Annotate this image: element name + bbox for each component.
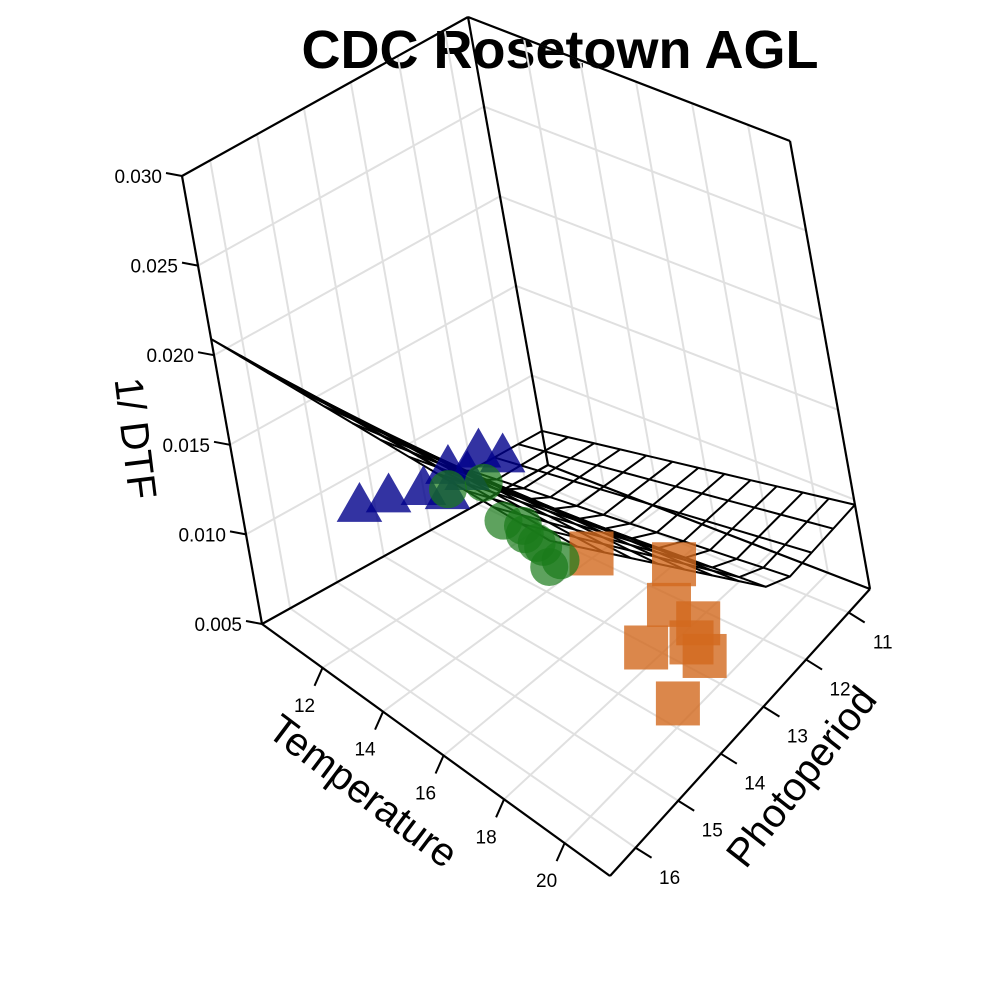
y-tick-mark: [805, 658, 823, 671]
z-tick-mark: [181, 261, 199, 267]
y-tick-label: 15: [702, 821, 723, 842]
wall-grid-line: [197, 105, 485, 267]
x-tick-label: 14: [354, 740, 376, 761]
z-tick-label: 0.010: [178, 525, 226, 546]
floor-grid-line: [289, 607, 637, 849]
y-tick-mark: [677, 799, 695, 812]
x-tick-mark: [555, 842, 566, 862]
box-edge: [467, 15, 791, 143]
wall-grid-line: [515, 284, 839, 411]
data-point-triangle: [336, 482, 383, 522]
wall-grid-line: [209, 160, 292, 609]
x-tick-label: 12: [294, 696, 315, 717]
y-tick-mark: [635, 846, 653, 859]
z-tick-mark: [165, 172, 183, 177]
x-tick-label: 20: [536, 871, 557, 892]
wall-grid-line: [499, 195, 823, 322]
x-tick-mark: [374, 711, 384, 731]
z-tick-label: 0.030: [114, 167, 162, 188]
data-point-square: [624, 625, 669, 670]
wall-grid-line: [213, 195, 501, 357]
z-tick-label: 0.025: [130, 257, 178, 278]
floor-grid-line: [503, 550, 773, 801]
x-tick-label: 18: [476, 827, 497, 848]
y-tick-label: 11: [873, 633, 893, 654]
x-tick-label: 16: [415, 783, 436, 804]
z-tick-mark: [245, 620, 263, 625]
box-edge: [466, 16, 550, 466]
y-tick-mark: [720, 752, 738, 765]
data-point-triangle: [365, 472, 412, 513]
data-point-square: [682, 633, 727, 678]
wall-grid-line: [691, 103, 773, 552]
axis-ticks: 0.005 0.010 0.015 0.020 0.025 0.030 12 14 16 18 20…: [114, 167, 892, 892]
box-edge: [788, 140, 872, 590]
surface-mesh-line: [268, 371, 605, 554]
wall-grid-line: [747, 124, 829, 574]
z-tick-label: 0.015: [162, 436, 210, 457]
chart-title: CDC Rosetown AGL: [302, 20, 819, 80]
y-tick-label: 13: [787, 727, 808, 748]
z-tick-label: 0.005: [194, 615, 242, 636]
y-tick-mark: [848, 611, 866, 624]
data-points: [336, 427, 727, 726]
wall-grid-line: [256, 134, 339, 583]
data-point-square: [652, 542, 697, 587]
wall-grid-line: [396, 55, 479, 505]
y-axis-label: Photoperiod: [718, 678, 885, 875]
box-edge: [181, 16, 469, 177]
z-axis-label: 1/ DTF: [106, 375, 165, 502]
z-tick-label: 0.020: [146, 346, 194, 367]
wall-grid-line: [635, 81, 717, 530]
wall-grid-line: [302, 108, 385, 557]
data-point-circle: [524, 527, 563, 566]
z-tick-mark: [213, 440, 231, 446]
y-tick-label: 14: [744, 774, 766, 795]
box-edge: [547, 463, 871, 591]
wall-grid-line: [443, 29, 526, 479]
data-point-circle: [428, 470, 467, 509]
data-point-square: [655, 681, 700, 726]
data-point-triangle: [479, 432, 526, 473]
box-edge: [609, 588, 871, 877]
wall-grid-line: [483, 105, 807, 232]
z-tick-mark: [229, 530, 247, 536]
wall-grid-line: [245, 374, 533, 536]
wall-grid-line: [523, 38, 605, 487]
x-tick-mark: [313, 667, 324, 687]
x-tick-mark: [495, 798, 506, 818]
z-tick-mark: [197, 351, 215, 357]
data-point-circle: [464, 463, 503, 502]
wall-grid-line: [229, 284, 517, 446]
y-tick-label: 12: [829, 680, 850, 701]
x-tick-mark: [434, 755, 445, 774]
floor-grid-line: [321, 485, 605, 669]
y-tick-mark: [762, 705, 780, 718]
wall-grid-line: [531, 374, 855, 501]
y-tick-label: 16: [659, 868, 680, 889]
wall-grid-line: [579, 59, 661, 509]
box-edge: [261, 623, 611, 877]
floor-grid-line: [336, 581, 679, 802]
box-edge: [180, 175, 264, 625]
